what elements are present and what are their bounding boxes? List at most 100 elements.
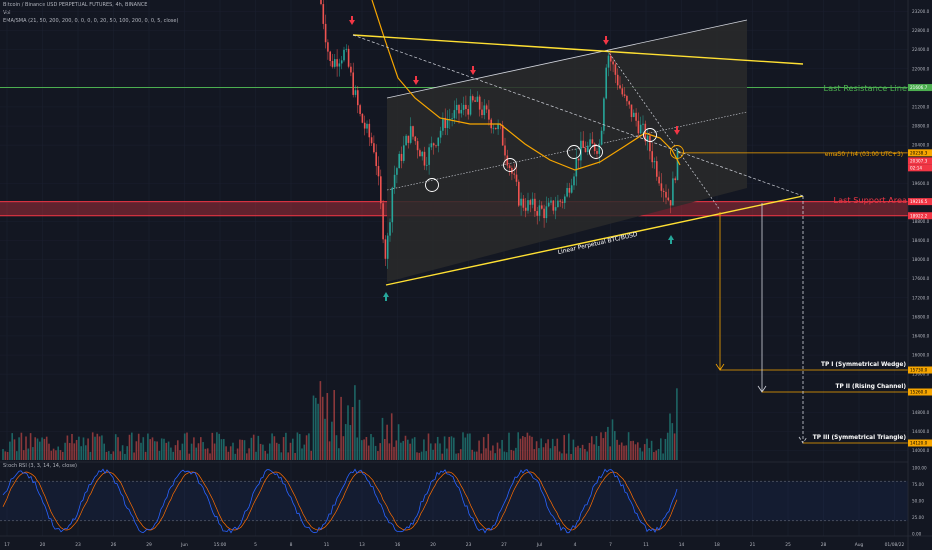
volume-bar — [131, 432, 133, 460]
volume-bar — [52, 448, 55, 460]
volume-bar — [333, 390, 335, 460]
volume-bar — [154, 441, 156, 460]
ema-price-tag: 20238.3 — [910, 150, 928, 155]
volume-bar — [367, 445, 370, 460]
volume-bar — [121, 445, 124, 460]
candle-body — [665, 191, 667, 198]
up-arrow-icon — [668, 235, 674, 240]
volume-bar — [662, 453, 664, 460]
candle-body — [320, 0, 322, 5]
time-tick-label: 29 — [146, 542, 152, 548]
time-tick-label: Jul — [536, 542, 542, 548]
volume-bar — [641, 451, 644, 460]
volume-bar — [664, 438, 667, 460]
volume-bar — [331, 421, 333, 460]
volume-bar — [200, 437, 202, 460]
volume-bar — [91, 432, 94, 460]
volume-bar — [250, 437, 253, 460]
volume-bar — [78, 436, 80, 460]
volume-bar — [637, 442, 639, 460]
volume-bar — [407, 439, 409, 460]
candle-body — [616, 74, 619, 86]
candle-body — [338, 63, 341, 67]
candle-body — [612, 61, 614, 65]
volume-bar — [533, 449, 536, 460]
candle-body — [520, 198, 522, 206]
volume-bar — [211, 432, 214, 460]
support-label: Last Support Area — [834, 195, 907, 205]
volume-bar — [223, 439, 225, 460]
candle-body — [536, 211, 538, 216]
volume-bar — [349, 425, 352, 460]
volume-bar — [549, 448, 552, 460]
candle-body — [478, 96, 481, 110]
volume-bar — [611, 419, 614, 460]
volume-bar — [112, 451, 115, 460]
candle-body — [504, 145, 506, 156]
volume-bar — [351, 407, 354, 460]
volume-bar — [650, 440, 653, 460]
volume-bar — [342, 436, 345, 460]
volume-bar — [584, 449, 586, 460]
volume-bar — [381, 417, 384, 460]
volume-bar — [147, 433, 149, 460]
price-tick-label: 23200.0 — [912, 9, 930, 14]
volume-bar — [499, 448, 501, 460]
resistance-label: Last Resistance Line — [824, 83, 907, 93]
candle-body — [495, 127, 497, 130]
volume-bar — [59, 450, 62, 460]
volume-bar — [416, 452, 418, 460]
time-tick-label: 5 — [254, 542, 257, 548]
highlight-circle — [670, 145, 684, 159]
volume-bar — [519, 438, 522, 460]
ma-indicator-title: EMA/SMA (21, 50, 200, 200, 0, 0, 0, 0, 2… — [3, 18, 179, 24]
candle-body — [465, 104, 467, 109]
volume-bar — [292, 438, 294, 460]
volume-bar — [110, 453, 112, 460]
volume-bar — [344, 424, 347, 460]
price-tick-label: 22000.0 — [912, 66, 930, 71]
volume-bar — [607, 426, 609, 460]
down-arrow-icon-stem — [472, 66, 474, 70]
volume-bar — [85, 445, 87, 460]
volume-bar — [89, 451, 92, 460]
volume-bar — [423, 439, 425, 460]
up-arrow-icon-stem — [385, 297, 387, 301]
volume-bar — [425, 451, 427, 460]
time-tick-label: 20 — [430, 542, 436, 548]
volume-bar — [321, 396, 324, 460]
stoch-tick-label: 100.00 — [912, 466, 927, 471]
volume-bar — [287, 452, 289, 460]
candle-body — [614, 64, 617, 75]
volume-bar — [379, 443, 381, 460]
volume-bar — [317, 403, 319, 460]
volume-bar — [372, 437, 375, 460]
countdown-tag: 02:14 — [910, 165, 922, 170]
volume-bar — [296, 432, 299, 460]
volume-bar — [11, 433, 13, 460]
candle-body — [600, 130, 603, 145]
candle-body — [386, 235, 389, 259]
candle-body — [469, 96, 472, 115]
volume-bar — [101, 435, 103, 460]
volume-bar — [308, 433, 310, 460]
volume-bar — [195, 447, 197, 460]
volume-bar — [27, 448, 30, 460]
volume-bar — [9, 441, 11, 460]
candle-body — [329, 51, 331, 62]
candle-body — [400, 153, 403, 161]
time-tick-label: 23 — [466, 542, 472, 548]
time-tick-label: 11 — [643, 542, 649, 548]
volume-bar — [114, 434, 117, 460]
candle-body — [437, 137, 440, 147]
candle-body — [593, 143, 596, 152]
candle-body — [368, 123, 371, 138]
time-tick-label: 26 — [111, 542, 117, 548]
volume-bar — [71, 433, 73, 460]
volume-bar — [586, 451, 588, 460]
support-low-price-tag-bg — [908, 212, 932, 220]
candle-body — [407, 135, 410, 143]
volume-bar — [418, 452, 421, 460]
candle-body — [527, 200, 529, 211]
